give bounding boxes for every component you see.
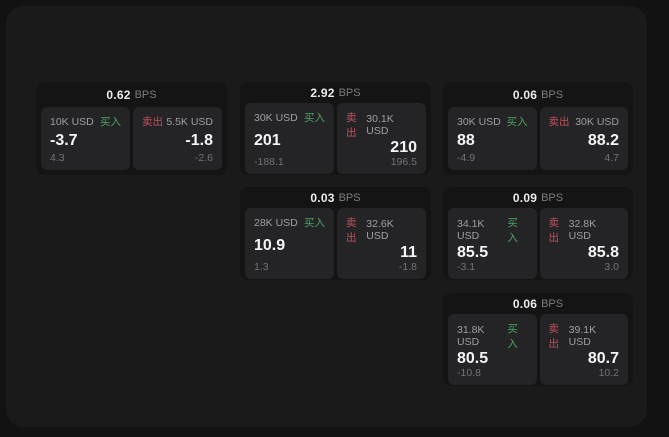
spread-value: 0.06 xyxy=(512,88,538,102)
quote-card: 0.62 BPS 10K USD 买入 -3.7 4.3 卖出 5.5K USD… xyxy=(36,82,227,175)
spread-unit-label: BPS xyxy=(338,192,361,204)
spread-header: 0.62 BPS xyxy=(41,86,222,104)
sell-quote-tile[interactable]: 卖出 39.1K USD 80.7 10.2 xyxy=(539,314,628,385)
spread-unit-label: BPS xyxy=(541,89,564,101)
spread-header: 2.92 BPS xyxy=(245,86,426,100)
buy-change: -3.1 xyxy=(457,261,476,273)
buy-side-label: 买入 xyxy=(304,112,325,124)
sell-size-label: 32.6K USD xyxy=(366,218,394,242)
buy-side-label: 买入 xyxy=(304,217,325,229)
sell-price: 210 xyxy=(390,139,417,156)
sell-side-label: 卖出 xyxy=(548,217,560,244)
spread-value: 0.06 xyxy=(512,297,538,311)
sell-change: 10.2 xyxy=(598,367,619,379)
quote-card: 0.06 BPS 31.8K USD 买入 80.5 -10.8 卖出 39.1… xyxy=(443,293,633,386)
sell-quote-tile[interactable]: 卖出 30K USD 88.2 4.7 xyxy=(539,107,628,170)
buy-side-label: 买入 xyxy=(100,116,121,128)
buy-change: -4.9 xyxy=(457,152,476,164)
buy-side-label: 买入 xyxy=(506,116,528,128)
spread-unit-label: BPS xyxy=(338,87,361,99)
sell-quote-tile[interactable]: 卖出 30.1K USD 210 196.5 xyxy=(337,103,426,174)
buy-price: 80.5 xyxy=(457,350,489,367)
sell-side-label: 卖出 xyxy=(346,112,357,139)
spread-value: 0.03 xyxy=(310,191,335,205)
buy-quote-tile[interactable]: 30K USD 买入 88 -4.9 xyxy=(448,107,537,170)
buy-size-label: 30K USD xyxy=(254,111,298,124)
sell-side-label: 卖出 xyxy=(142,116,163,128)
buy-change: -10.8 xyxy=(457,367,481,379)
quote-card: 0.03 BPS 28K USD 买入 10.9 1.3 卖出 32.6K US… xyxy=(240,187,431,280)
buy-quote-tile[interactable]: 31.8K USD 买入 80.5 -10.8 xyxy=(448,314,537,385)
buy-price: 10.9 xyxy=(254,236,286,254)
spread-header: 0.03 BPS xyxy=(245,191,426,205)
buy-side-label: 买入 xyxy=(507,323,518,350)
buy-price: 201 xyxy=(254,131,281,149)
quote-card: 0.06 BPS 30K USD 买入 88 -4.9 卖出 30K USD 8… xyxy=(443,82,633,175)
buy-side-label: 买入 xyxy=(507,217,518,244)
sell-quote-tile[interactable]: 卖出 5.5K USD -1.8 -2.6 xyxy=(133,107,222,170)
buy-size-label: 34.1K USD xyxy=(457,218,485,242)
sell-change: -2.6 xyxy=(194,152,213,164)
buy-price: 85.5 xyxy=(457,244,489,261)
buy-size-label: 30K USD xyxy=(457,115,501,128)
sell-side-label: 卖出 xyxy=(548,116,570,128)
spread-header: 0.06 BPS xyxy=(448,86,628,104)
buy-quote-tile[interactable]: 34.1K USD 买入 85.5 -3.1 xyxy=(448,208,537,279)
buy-change: 1.3 xyxy=(254,261,269,273)
sell-size-label: 30.1K USD xyxy=(366,113,394,137)
spread-value: 0.09 xyxy=(512,191,538,205)
sell-size-label: 32.8K USD xyxy=(568,218,597,242)
sell-size-label: 5.5K USD xyxy=(166,115,213,128)
spread-header: 0.09 BPS xyxy=(448,191,628,205)
sell-change: 196.5 xyxy=(390,156,417,168)
buy-size-label: 31.8K USD xyxy=(457,324,485,348)
spread-unit-label: BPS xyxy=(541,192,564,204)
sell-change: -1.8 xyxy=(398,261,417,273)
buy-size-label: 28K USD xyxy=(254,216,298,229)
sell-change: 3.0 xyxy=(604,261,619,273)
sell-size-label: 30K USD xyxy=(575,115,619,128)
buy-quote-tile[interactable]: 28K USD 买入 10.9 1.3 xyxy=(245,208,334,279)
sell-side-label: 卖出 xyxy=(346,217,357,244)
sell-side-label: 卖出 xyxy=(548,323,560,350)
buy-price: -3.7 xyxy=(50,131,78,149)
buy-quote-tile[interactable]: 10K USD 买入 -3.7 4.3 xyxy=(41,107,130,170)
buy-change: 4.3 xyxy=(50,152,65,164)
spread-unit-label: BPS xyxy=(541,298,564,310)
buy-price: 88 xyxy=(457,131,475,149)
quote-card: 0.09 BPS 34.1K USD 买入 85.5 -3.1 卖出 32.8K… xyxy=(443,187,633,280)
spread-header: 0.06 BPS xyxy=(448,297,628,311)
buy-size-label: 10K USD xyxy=(50,115,94,128)
sell-quote-tile[interactable]: 卖出 32.8K USD 85.8 3.0 xyxy=(539,208,628,279)
sell-size-label: 39.1K USD xyxy=(568,324,597,348)
buy-change: -188.1 xyxy=(254,156,284,168)
sell-price: 80.7 xyxy=(587,350,619,367)
sell-price: 11 xyxy=(400,244,417,261)
sell-price: -1.8 xyxy=(185,131,213,149)
sell-quote-tile[interactable]: 卖出 32.6K USD 11 -1.8 xyxy=(337,208,426,279)
spread-unit-label: BPS xyxy=(134,89,157,101)
quote-card: 2.92 BPS 30K USD 买入 201 -188.1 卖出 30.1K … xyxy=(240,82,431,175)
sell-price: 85.8 xyxy=(587,244,619,261)
spread-value: 2.92 xyxy=(310,86,335,100)
buy-quote-tile[interactable]: 30K USD 买入 201 -188.1 xyxy=(245,103,334,174)
spread-value: 0.62 xyxy=(106,88,131,102)
sell-price: 88.2 xyxy=(587,131,619,149)
sell-change: 4.7 xyxy=(604,152,619,164)
